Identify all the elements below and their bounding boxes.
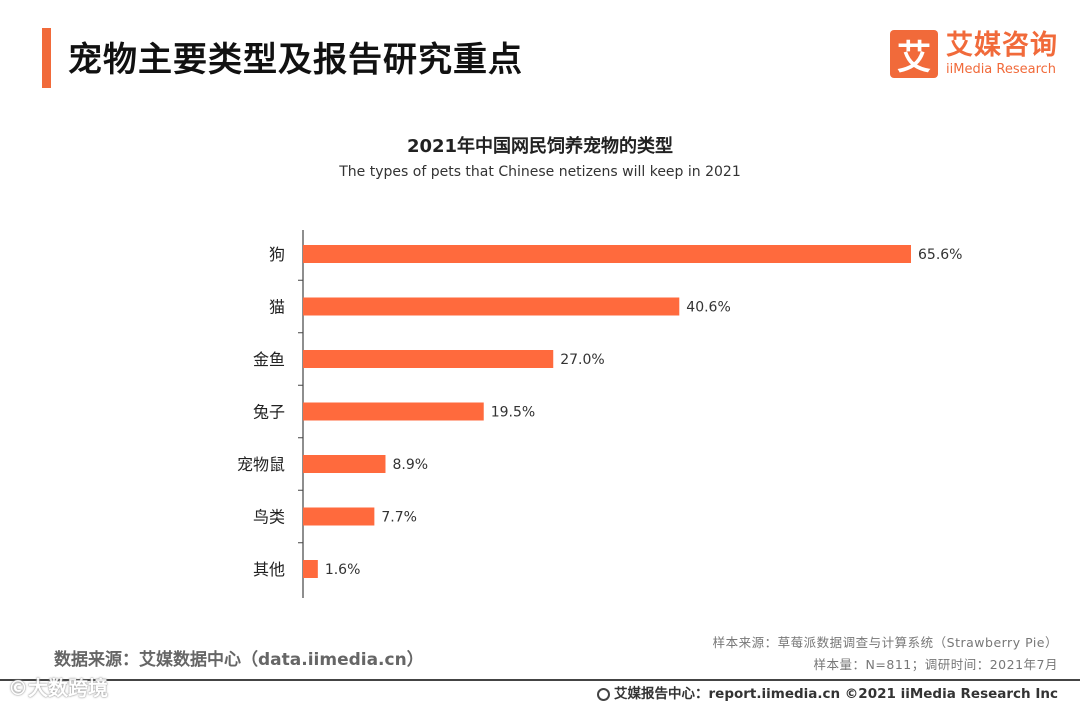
bar — [303, 350, 554, 368]
bar — [303, 245, 911, 263]
category-label: 猫 — [269, 298, 285, 317]
bar-chart: 狗 65.6% 猫 40.6% 金鱼 27.0% 兔子 19.5% 宠物鼠 8.9% 鸟类 7.7% 其… — [237, 230, 962, 598]
sample-size: 样本量：N=811；调研时间：2021年7月 — [813, 657, 1058, 672]
page-title: 宠物主要类型及报告研究重点 — [68, 40, 523, 80]
logo-chinese-name: 艾媒咨询 — [946, 30, 1058, 61]
sample-source: 样本来源：草莓派数据调查与计算系统（Strawberry Pie） — [712, 635, 1058, 650]
logo-text: 艾媒咨询 iiMedia Research — [946, 32, 1058, 76]
category-label: 鸟类 — [253, 508, 285, 527]
copyright-text: 艾媒报告中心：report.iimedia.cn ©2021 iiMedia R… — [614, 686, 1058, 702]
chart-title: 2021年中国网民饲养宠物的类型 — [406, 136, 674, 157]
data-label: 8.9% — [392, 457, 428, 473]
footer-divider — [0, 679, 1080, 681]
title-accent-bar — [42, 28, 51, 88]
data-label: 27.0% — [560, 352, 604, 368]
category-label: 狗 — [269, 245, 285, 264]
logo-english-name: iiMedia Research — [946, 62, 1057, 77]
data-label: 7.7% — [381, 510, 417, 526]
bar — [303, 507, 375, 526]
bar — [303, 402, 484, 421]
category-label: 其他 — [253, 560, 285, 579]
bar — [303, 455, 386, 473]
footer-copyright: 艾媒报告中心：report.iimedia.cn ©2021 iiMedia R… — [597, 682, 1058, 702]
category-label: 金鱼 — [253, 350, 285, 369]
data-source: 数据来源：艾媒数据中心（data.iimedia.cn） — [54, 650, 424, 670]
data-label: 1.6% — [325, 562, 361, 578]
data-label: 65.6% — [918, 247, 962, 263]
chart-subtitle: The types of pets that Chinese netizens … — [339, 164, 741, 180]
watermark: ©大数跨境 — [8, 676, 108, 700]
bar — [303, 560, 318, 578]
bar — [303, 297, 680, 316]
category-label: 兔子 — [253, 403, 285, 422]
data-label: 19.5% — [491, 405, 535, 421]
globe-icon — [597, 688, 610, 701]
iimedia-logo: 艾 艾媒咨询 iiMedia Research — [890, 30, 1058, 78]
category-label: 宠物鼠 — [237, 455, 285, 474]
data-label: 40.6% — [686, 300, 730, 316]
logo-mark-icon: 艾 — [890, 30, 938, 78]
sample-info: 样本来源：草莓派数据调查与计算系统（Strawberry Pie） 样本量：N=… — [713, 632, 1058, 676]
